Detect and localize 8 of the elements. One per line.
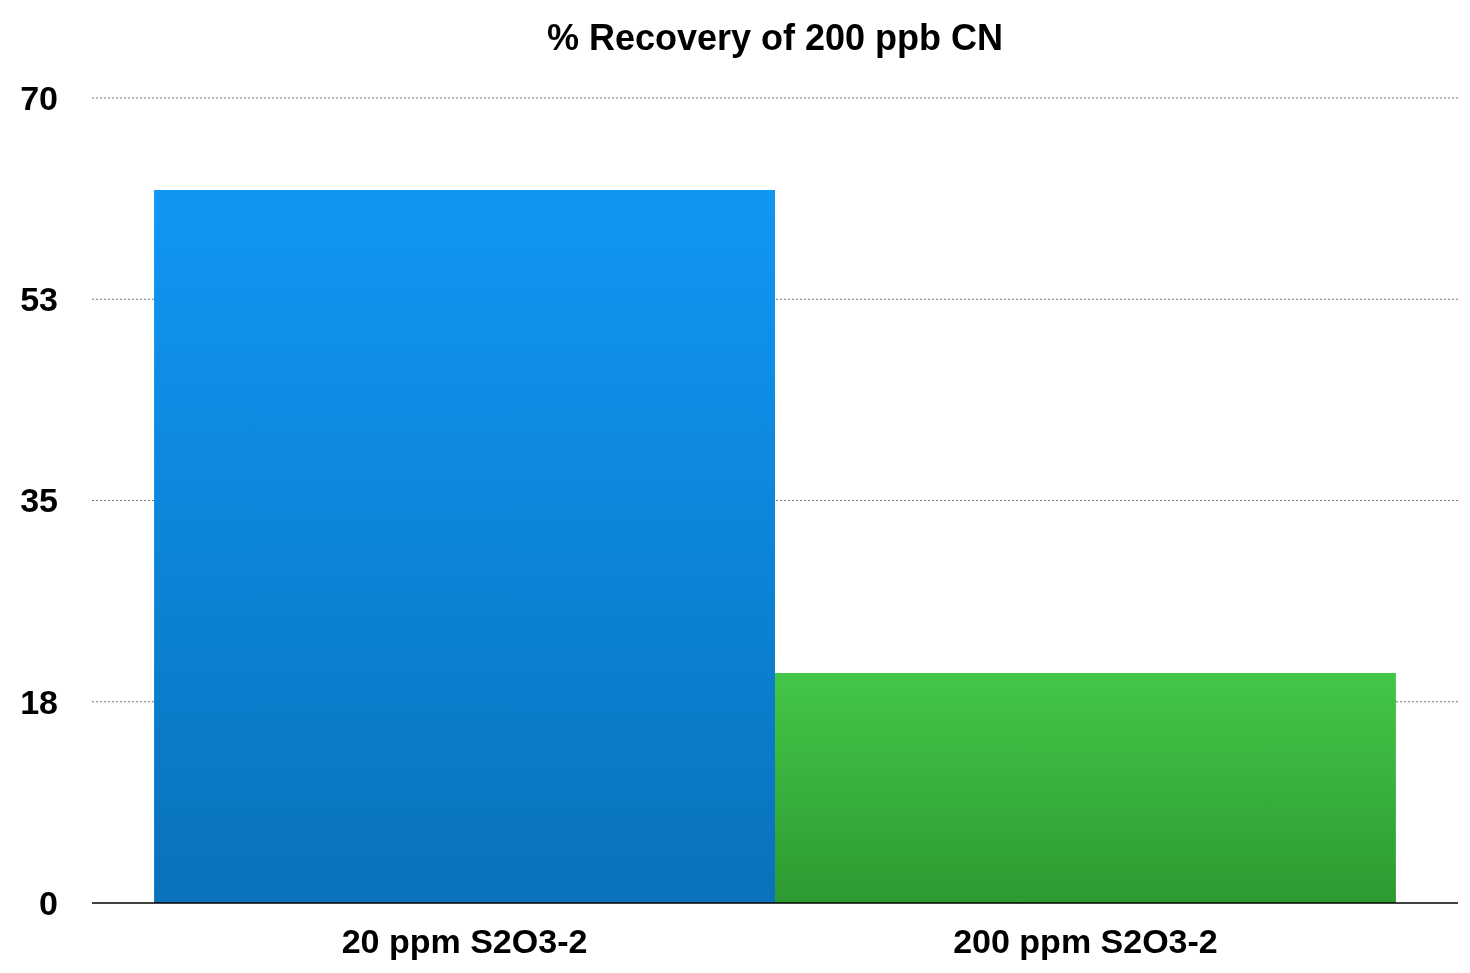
- x-tick-label: 20 ppm S2O3-2: [341, 922, 588, 960]
- y-tick-label: 0: [39, 883, 58, 922]
- y-tick-label: 53: [20, 280, 58, 319]
- chart-title: % Recovery of 200 ppb CN: [546, 17, 1004, 58]
- y-tick-label: 70: [20, 78, 58, 117]
- y-tick-label: 35: [20, 481, 58, 520]
- y-tick-label: 18: [20, 682, 58, 721]
- x-tick-label: 200 ppm S2O3-2: [953, 922, 1218, 960]
